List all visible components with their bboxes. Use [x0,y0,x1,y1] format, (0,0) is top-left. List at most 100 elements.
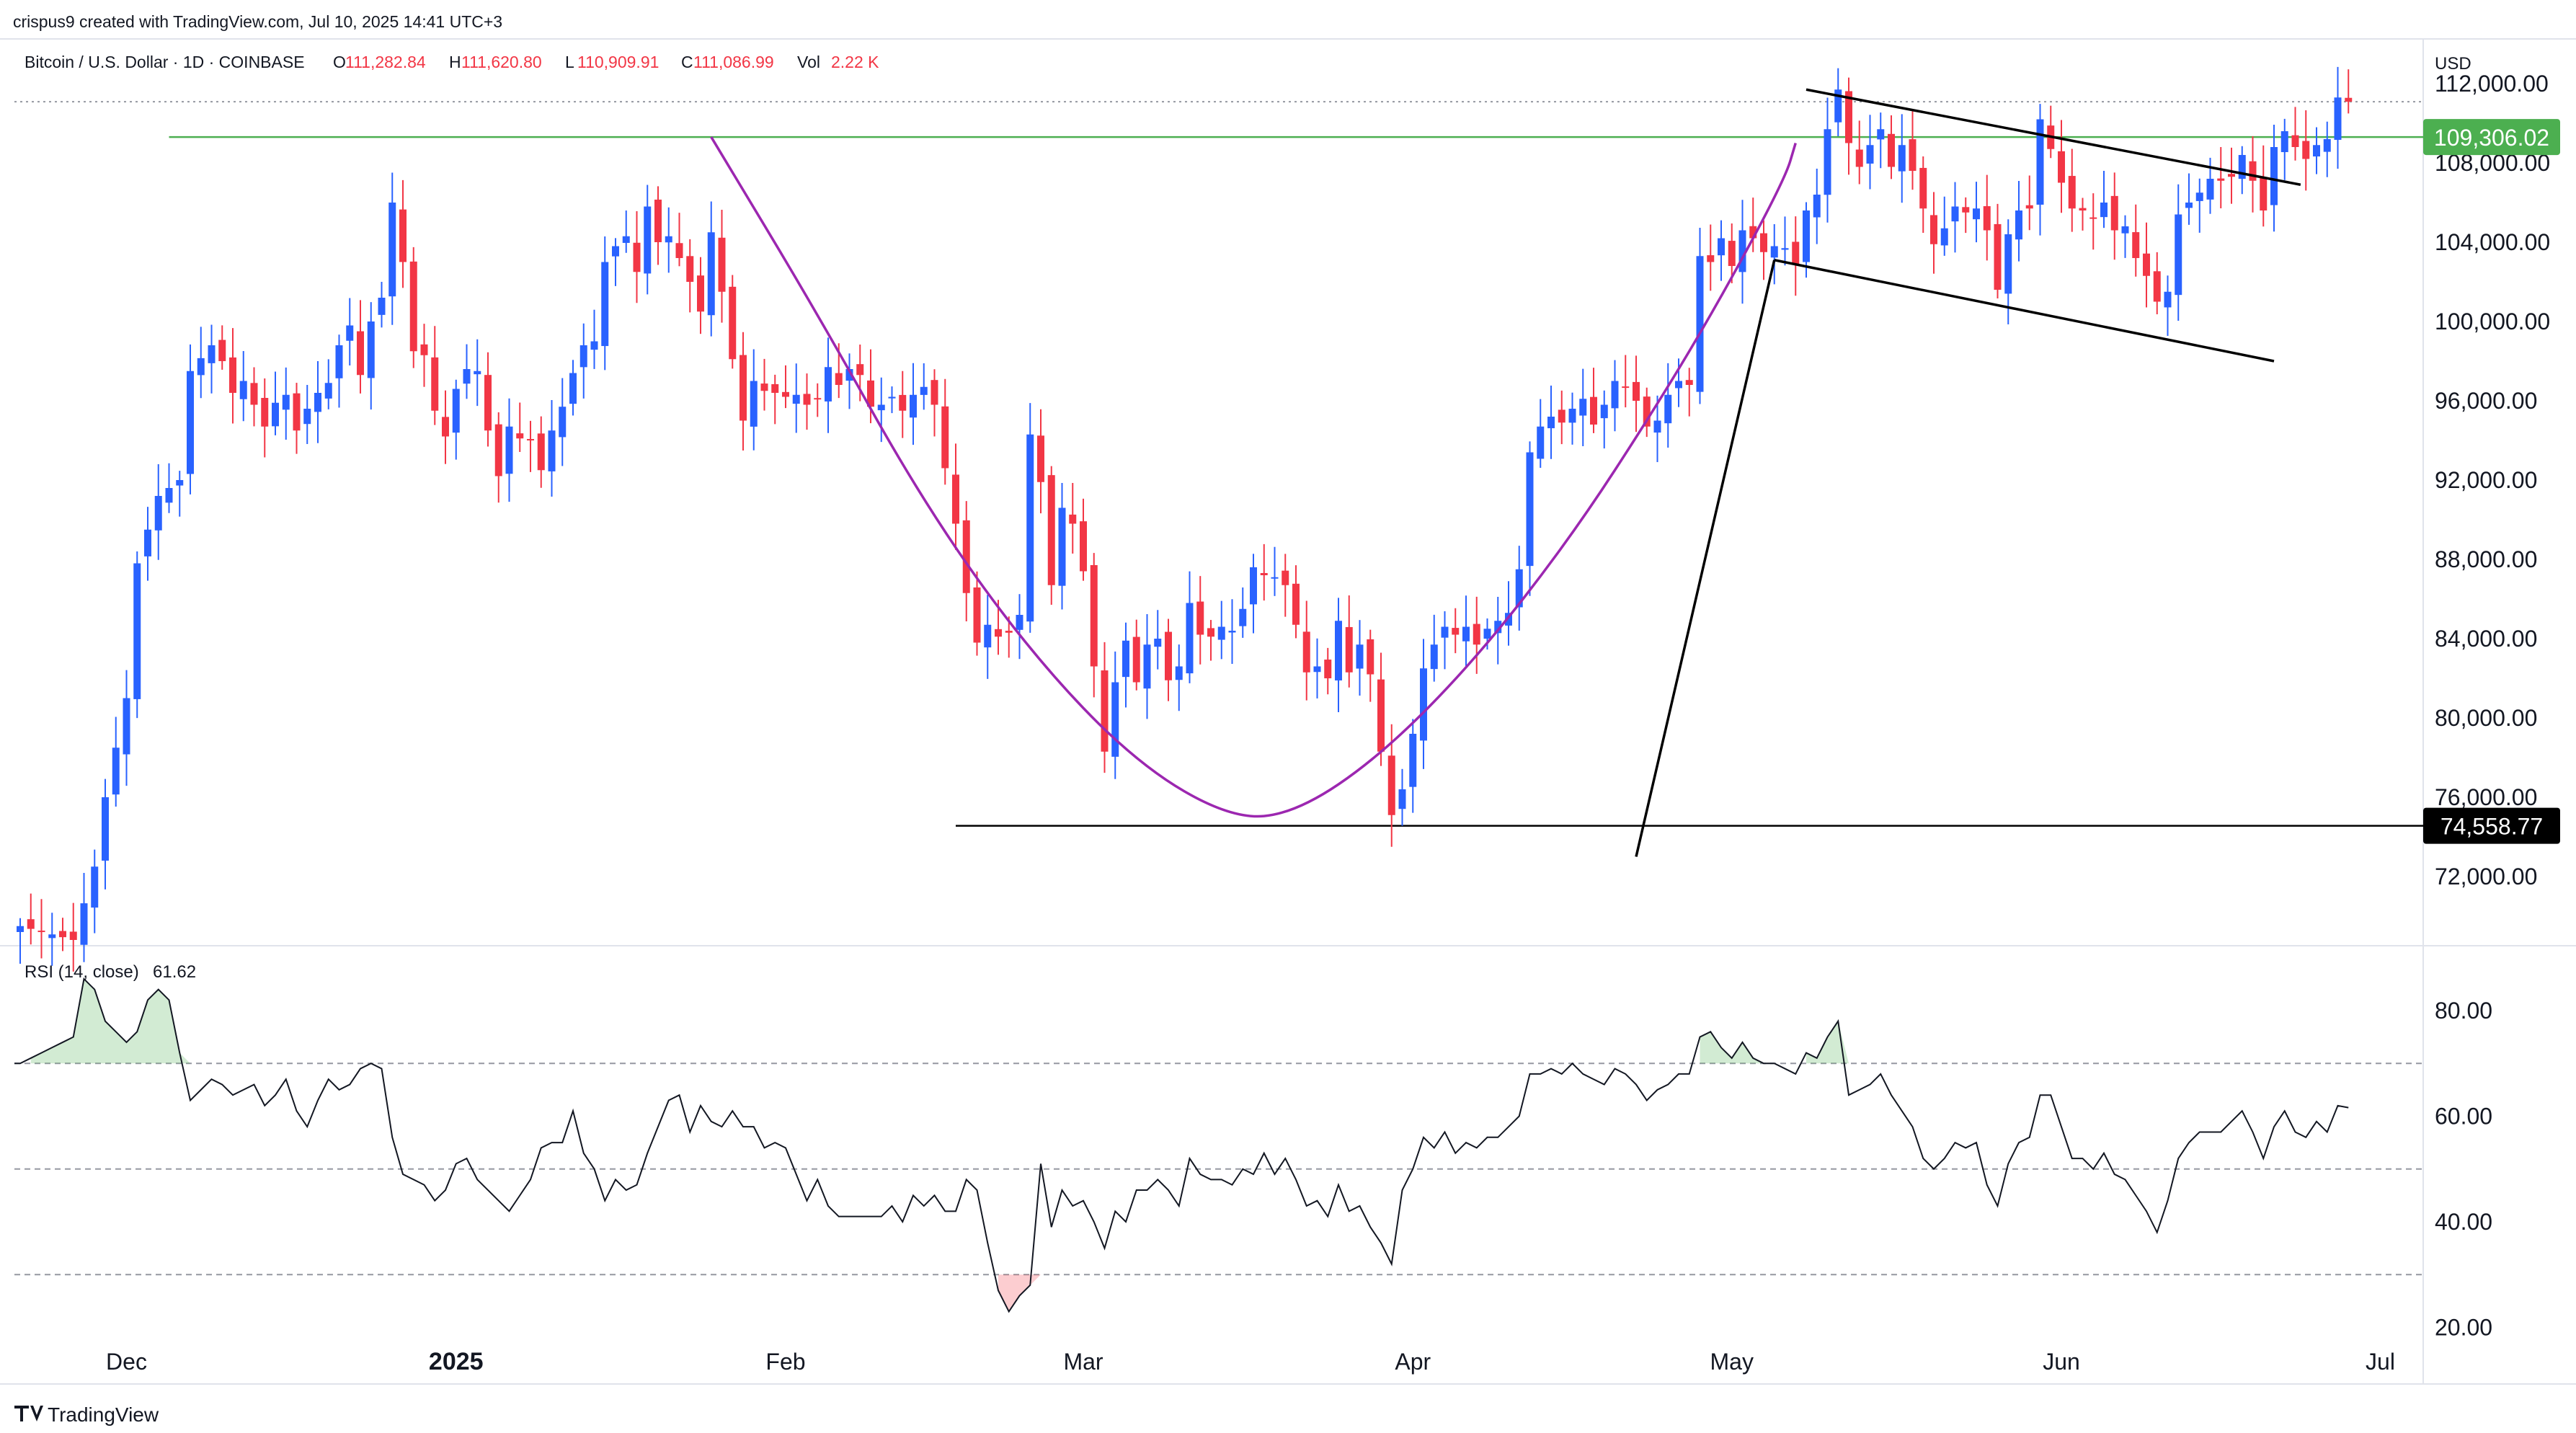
candle-body [750,381,758,427]
candle-body [2089,217,2097,219]
candle-body [69,931,77,940]
candle-body [1675,381,1682,389]
candle-body [324,383,332,399]
candle-body [314,393,321,412]
ohlc-value-l: 110,909.91 [577,53,659,71]
candle-body [1260,572,1268,575]
candle-body [2036,119,2044,205]
candle-body [686,256,694,282]
candle-body [1898,145,1906,172]
candle-body [1037,435,1044,482]
candle-body [1452,628,1460,635]
rsi-line [14,977,2349,1313]
candle-body [1239,608,1247,626]
candle-body [1983,206,1991,231]
candle-body [1973,208,1980,220]
footer-brand: TradingView [48,1403,159,1426]
candle-body [1813,195,1821,218]
candle-body [1526,452,1534,567]
time-tick-label: Jun [2043,1349,2080,1375]
candle-body [27,919,35,929]
price-tick-label: 100,000.00 [2435,309,2550,334]
candle-body [197,358,205,376]
candle-body [516,433,524,439]
candle-body [601,262,609,347]
candle-body [2100,203,2108,218]
time-tick-label: Dec [106,1349,147,1375]
candle-body [272,402,279,427]
candle-body [80,903,88,945]
candle-body [984,624,992,648]
candle-body [1196,601,1204,635]
candle-body [622,236,630,243]
currency-label[interactable]: USD [2435,54,2471,74]
candle-body [1387,755,1395,815]
candle-body [888,396,896,399]
candle-body [165,488,173,503]
price-pane[interactable] [14,66,2423,972]
candle-body [548,430,556,471]
resistance-price-badge [2423,119,2560,156]
candle-body [2280,131,2288,153]
candle-body [1186,603,1194,674]
candle-body [1888,133,1895,167]
candle-body [590,341,598,350]
candlestick-series [17,66,2353,972]
candle-body [239,381,247,399]
candle-body [1143,644,1151,689]
candle-body [1250,567,1257,605]
candle-body [1101,670,1109,752]
candle-body [1165,631,1172,680]
candle-body [1122,640,1129,678]
ohlc-value-c: 111,086.99 [693,53,774,71]
ohlc-key-vol: Vol [797,53,820,71]
candle-body [1792,241,1800,265]
tradingview-logo [14,1406,43,1421]
candle-body [2079,208,2087,210]
candle-body [1398,789,1406,809]
candle-body [154,496,162,531]
candle-body [1217,626,1225,640]
candle-body [1345,626,1353,673]
candle-body [144,529,151,556]
rsi-pane[interactable] [14,977,2423,1313]
candle-body [282,394,290,410]
candle-body [1994,223,2002,290]
candle-body [877,404,885,411]
rsi-tick-label: 20.00 [2435,1315,2492,1341]
candle-body [187,371,194,474]
candle-body [1749,226,1757,239]
candle-body [1547,417,1555,429]
candle-body [48,934,56,939]
rsi-axis[interactable]: 80.00 60.00 40.00 20.00 [2435,998,2492,1341]
rsi-label: RSI (14, close) [25,962,139,982]
candle-body [1483,629,1491,639]
rsi-tick-label: 80.00 [2435,998,2492,1024]
candle-body [1016,615,1023,630]
candle-body [1824,129,1831,195]
time-axis[interactable]: Dec 2025 Feb Mar Apr May Jun Jul [106,1348,2395,1375]
candle-body [1377,679,1385,752]
candle-body [388,203,396,297]
candle-body [442,417,449,437]
time-tick-label: May [1710,1349,1754,1375]
candle-body [357,331,364,376]
candle-body [1951,206,1959,222]
candle-body [1505,613,1512,626]
candle-body [537,433,545,471]
candle-body [697,275,704,312]
drawing-overlays-top [710,88,2301,857]
candle-body [1590,396,1597,425]
price-tick-label: 92,000.00 [2435,467,2537,493]
candle-body [792,394,800,404]
candle-body [633,242,641,272]
time-tick-label: Apr [1395,1349,1431,1375]
candle-body [102,797,109,861]
flag-lower-line [1774,259,2275,363]
time-tick-label: Jul [2366,1349,2395,1375]
price-axis[interactable]: 112,000.00108,000.00104,000.00100,000.00… [2423,71,2560,889]
candle-body [718,237,726,292]
candle-body [1026,434,1034,622]
candle-body [1770,246,1778,258]
